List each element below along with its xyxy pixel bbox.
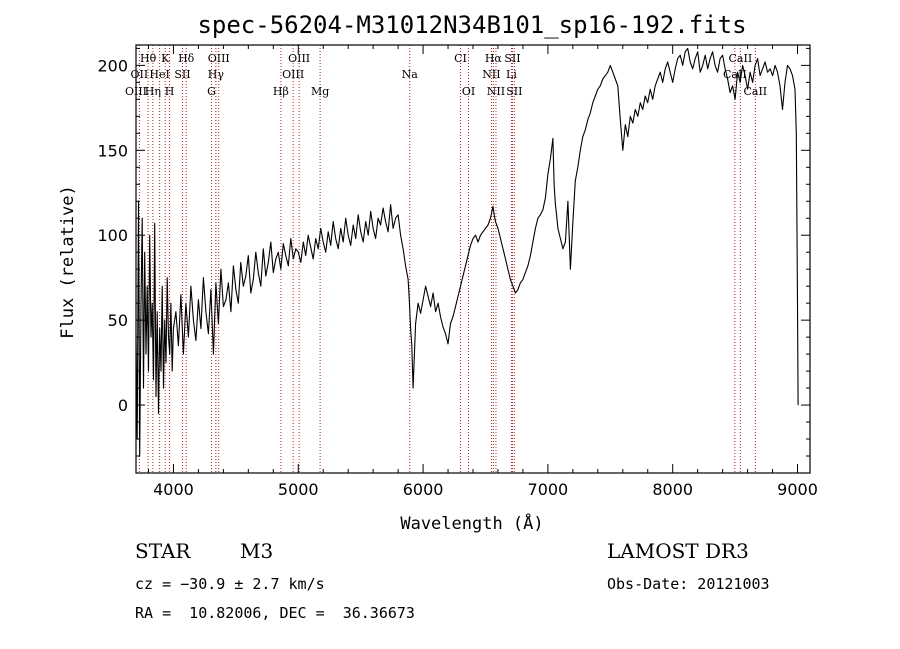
spectral-line-label: Hγ	[208, 68, 225, 81]
x-tick-label: 7000	[528, 480, 569, 499]
spectral-line-label: OIII	[125, 85, 147, 98]
object-class: STAR	[135, 539, 191, 563]
spectral-line-label: Hα	[485, 52, 503, 65]
survey-name: LAMOST DR3	[607, 539, 749, 563]
y-tick-label: 0	[118, 396, 128, 415]
spectral-line-label: G	[207, 85, 216, 98]
spectral-line-label: Hδ	[178, 52, 195, 65]
y-axis-label: Flux (relative)	[58, 185, 78, 339]
spectral-line-label: OIII	[282, 68, 304, 81]
y-tick-label: 150	[97, 141, 128, 160]
spectral-line-label: SII	[504, 52, 520, 65]
x-tick-label: 9000	[777, 480, 818, 499]
spectral-line-label: HeI	[149, 68, 169, 81]
spectral-line-label: OI	[462, 85, 475, 98]
spectral-line-label: Li	[506, 68, 517, 81]
spectral-line-label: CaII	[729, 52, 753, 65]
spectral-line-label: CaII	[723, 68, 747, 81]
x-tick-label: 8000	[652, 480, 693, 499]
spectral-line-label: NII	[487, 85, 505, 98]
chart-title: spec-56204-M31012N34B101_sp16-192.fits	[197, 11, 746, 39]
y-tick-label: 100	[97, 226, 128, 245]
spectral-line-label: SII	[174, 68, 190, 81]
spectral-line-label: K	[161, 52, 170, 65]
spectral-line-label: Hη	[145, 85, 161, 98]
object-subclass: M3	[240, 539, 274, 563]
spectral-line-label: CaII	[743, 85, 767, 98]
y-tick-label: 200	[97, 56, 128, 75]
spectral-line-label: Na	[402, 68, 419, 81]
x-tick-label: 4000	[153, 480, 194, 499]
spectral-line-label: Hβ	[273, 85, 289, 98]
coordinates-text: RA = 10.82006, DEC = 36.36673	[135, 604, 415, 622]
spectral-line-label: OIII	[208, 52, 230, 65]
redshift-text: cz = −30.9 ± 2.7 km/s	[135, 575, 325, 593]
spectral-line-label: OII	[131, 68, 149, 81]
x-axis-label: Wavelength (Å)	[400, 512, 543, 534]
obs-date-text: Obs-Date: 20121003	[607, 575, 770, 593]
spectral-line-label: CI	[454, 52, 467, 65]
spectrum-series-line	[135, 47, 799, 457]
plot-frame	[135, 44, 811, 474]
spectral-line-label: OIII	[288, 52, 310, 65]
x-tick-label: 5000	[278, 480, 319, 499]
spectral-line-label: NII	[482, 68, 500, 81]
y-tick-label: 50	[108, 311, 128, 330]
spectral-line-label: Hθ	[140, 52, 157, 65]
spectral-line-label: H	[165, 85, 175, 98]
x-tick-label: 6000	[403, 480, 444, 499]
spectral-line-label: SII	[506, 85, 522, 98]
spectral-line-label: Mg	[311, 85, 329, 98]
